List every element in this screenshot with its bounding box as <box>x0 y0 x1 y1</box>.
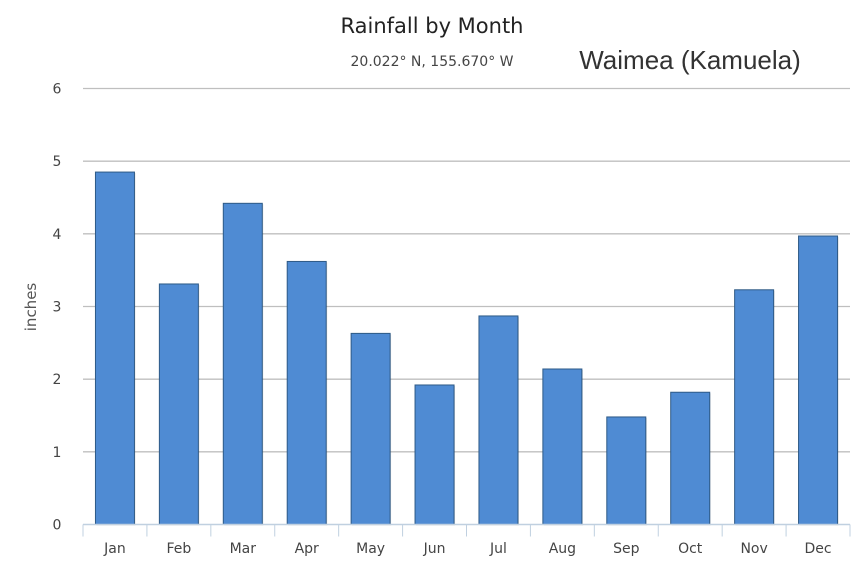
x-tick-label: May <box>356 541 385 557</box>
bar-feb[interactable] <box>158 283 199 525</box>
bar-jan[interactable] <box>94 171 135 525</box>
bars <box>94 171 839 526</box>
bar-jun[interactable] <box>414 384 455 526</box>
bar-dec[interactable] <box>798 235 839 525</box>
y-axis-label: inches <box>22 283 40 332</box>
y-tick-label: 3 <box>53 300 62 316</box>
bar-aug[interactable] <box>542 368 583 526</box>
x-tick-label: Jun <box>423 541 446 557</box>
bar-mar[interactable] <box>222 202 263 526</box>
gridlines <box>83 87 850 453</box>
bar-may[interactable] <box>350 332 391 525</box>
x-tick-label: Mar <box>230 541 257 557</box>
y-tick-label: 6 <box>53 82 62 98</box>
x-tick-label: Aug <box>549 541 576 557</box>
x-tick-label: Jul <box>489 541 507 557</box>
y-axis-ticks: 0 1 2 3 4 5 6 <box>53 82 62 534</box>
x-tick-label: Nov <box>740 541 767 557</box>
location-label: Waimea (Kamuela) <box>579 45 801 75</box>
y-tick-label: 4 <box>53 227 62 243</box>
y-tick-label: 5 <box>53 154 62 170</box>
x-tick-label: Dec <box>804 541 831 557</box>
x-axis: Jan Feb Mar Apr May Jun Jul Aug Sep Oct Nov Dec <box>82 523 851 557</box>
y-tick-label: 0 <box>53 518 62 534</box>
y-tick-label: 1 <box>53 445 62 461</box>
x-tick-label: Oct <box>678 541 703 557</box>
bar-jul[interactable] <box>478 315 519 525</box>
x-tick-label: Feb <box>166 541 191 557</box>
chart-title: Rainfall by Month <box>340 14 523 38</box>
y-tick-label: 2 <box>53 372 62 388</box>
bar-nov[interactable] <box>734 289 775 525</box>
chart-subtitle: 20.022° N, 155.670° W <box>351 54 514 70</box>
bar-apr[interactable] <box>286 260 327 525</box>
x-tick-label: Apr <box>295 541 319 557</box>
bar-sep[interactable] <box>606 416 647 526</box>
x-tick-label: Jan <box>103 541 126 557</box>
bar-oct[interactable] <box>670 391 711 525</box>
x-tick-label: Sep <box>613 541 640 557</box>
